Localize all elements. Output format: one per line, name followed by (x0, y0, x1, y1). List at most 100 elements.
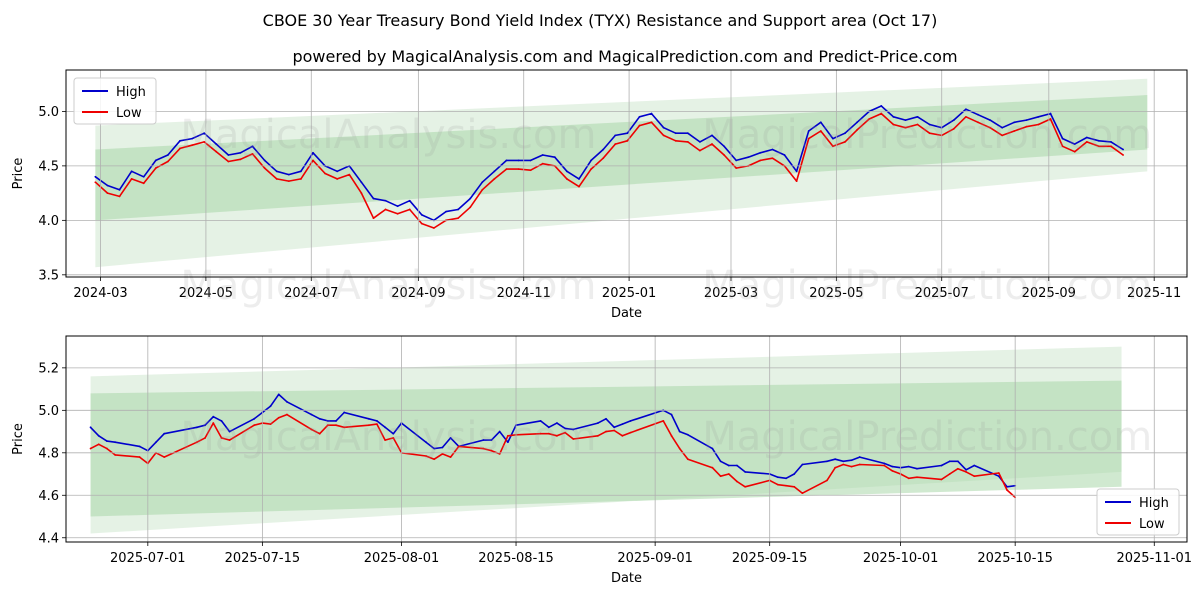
data-point-low (89, 447, 92, 450)
x-tick-label: 2024-09 (391, 286, 445, 301)
data-point-high (699, 141, 701, 143)
data-point-high (204, 424, 207, 427)
top-panel: 2024-03 2024-05 2024-07 2024-09 2024-11 2025-… (11, 69, 1188, 321)
data-point-low (142, 182, 145, 185)
x-tick-label: 2025-01 (602, 286, 656, 301)
data-point-low (891, 469, 894, 472)
data-point-high (142, 175, 145, 178)
data-point-high (711, 134, 713, 137)
data-point-low (312, 159, 314, 162)
data-point-high (215, 143, 218, 145)
data-point-low (457, 217, 459, 220)
data-point-low (505, 168, 508, 171)
data-point-high (203, 132, 206, 135)
data-point-low (167, 160, 169, 163)
data-point-low (372, 217, 375, 220)
data-point-high (154, 159, 157, 162)
plot-area (94, 78, 1148, 268)
data-point-low (196, 441, 198, 444)
data-point-low (482, 447, 485, 450)
data-point-high (335, 420, 337, 422)
data-point-high (343, 411, 346, 414)
data-point-high (965, 468, 967, 471)
data-point-low (547, 432, 550, 435)
data-point-low (564, 431, 567, 434)
data-point-high (457, 208, 459, 211)
data-point-high (1061, 137, 1064, 140)
data-point-high (482, 439, 485, 441)
data-point-low (858, 463, 861, 466)
data-point-low (251, 152, 254, 155)
data-point-low (801, 492, 804, 495)
data-point-high (449, 437, 452, 439)
data-point-high (638, 115, 641, 118)
watermark-text: MagicalPrediction.com (702, 414, 1152, 460)
x-tick-label: 2024-05 (179, 286, 233, 301)
data-point-high (662, 126, 665, 129)
data-point-low (469, 206, 472, 209)
data-point-low (638, 124, 641, 127)
data-point-high (433, 447, 436, 450)
data-point-high (856, 121, 858, 124)
data-point-low (1122, 154, 1124, 156)
legend: High Low (73, 77, 157, 125)
data-point-high (505, 159, 508, 162)
data-point-high (97, 434, 100, 437)
data-point-low (605, 430, 607, 433)
data-point-high (469, 197, 472, 200)
data-point-low (771, 157, 774, 160)
data-point-high (973, 464, 976, 467)
data-point-high (834, 458, 837, 461)
data-point-low (842, 463, 845, 466)
data-point-high (286, 400, 288, 403)
data-point-high (196, 426, 198, 429)
data-point-low (204, 437, 207, 439)
data-point-low (490, 449, 493, 452)
data-point-high (1085, 136, 1088, 139)
data-point-low (735, 167, 738, 169)
chart-title: CBOE 30 Year Treasury Bond Yield Index (… (263, 11, 938, 30)
data-point-high (916, 467, 918, 470)
data-point-high (336, 170, 339, 173)
x-tick-label: 2025-09-15 (732, 551, 808, 566)
data-point-low (396, 212, 399, 215)
data-point-high (318, 417, 321, 420)
data-point-high (94, 175, 97, 178)
data-point-high (719, 460, 722, 463)
data-point-low (130, 178, 133, 180)
data-point-low (662, 134, 665, 137)
data-point-low (408, 208, 411, 211)
data-point-high (904, 119, 907, 122)
data-point-low (736, 480, 738, 483)
data-point-high (629, 420, 632, 422)
axes-frame (65, 69, 1188, 278)
data-point-low (1073, 150, 1076, 153)
data-point-low (324, 172, 326, 175)
data-point-high (621, 423, 624, 426)
data-point-high (1110, 141, 1112, 143)
data-point-high (441, 446, 444, 449)
data-point-high (556, 422, 558, 424)
watermark-text: MagicalAnalysis.com (180, 112, 596, 158)
data-point-high (118, 188, 121, 191)
data-point-low (376, 423, 378, 426)
data-point-low (614, 143, 617, 145)
x-tick-label: 2025-10-15 (977, 551, 1053, 566)
data-point-low (759, 159, 762, 162)
data-point-high (326, 420, 329, 422)
x-tick-label: 2025-07-15 (225, 551, 301, 566)
data-point-high (613, 426, 616, 429)
data-point-low (578, 185, 580, 188)
data-point-low (686, 458, 689, 461)
data-point-high (977, 113, 979, 116)
data-point-high (564, 427, 567, 430)
data-point-low (613, 429, 616, 432)
data-point-high (801, 463, 804, 466)
series-line-high (94, 105, 1124, 222)
data-point-high (686, 433, 689, 436)
y-tick-label: 5.0 (38, 105, 59, 120)
x-tick-label: 2025-03 (704, 286, 758, 301)
data-point-low (227, 160, 230, 163)
data-point-low (138, 456, 141, 458)
data-point-low (498, 452, 501, 455)
